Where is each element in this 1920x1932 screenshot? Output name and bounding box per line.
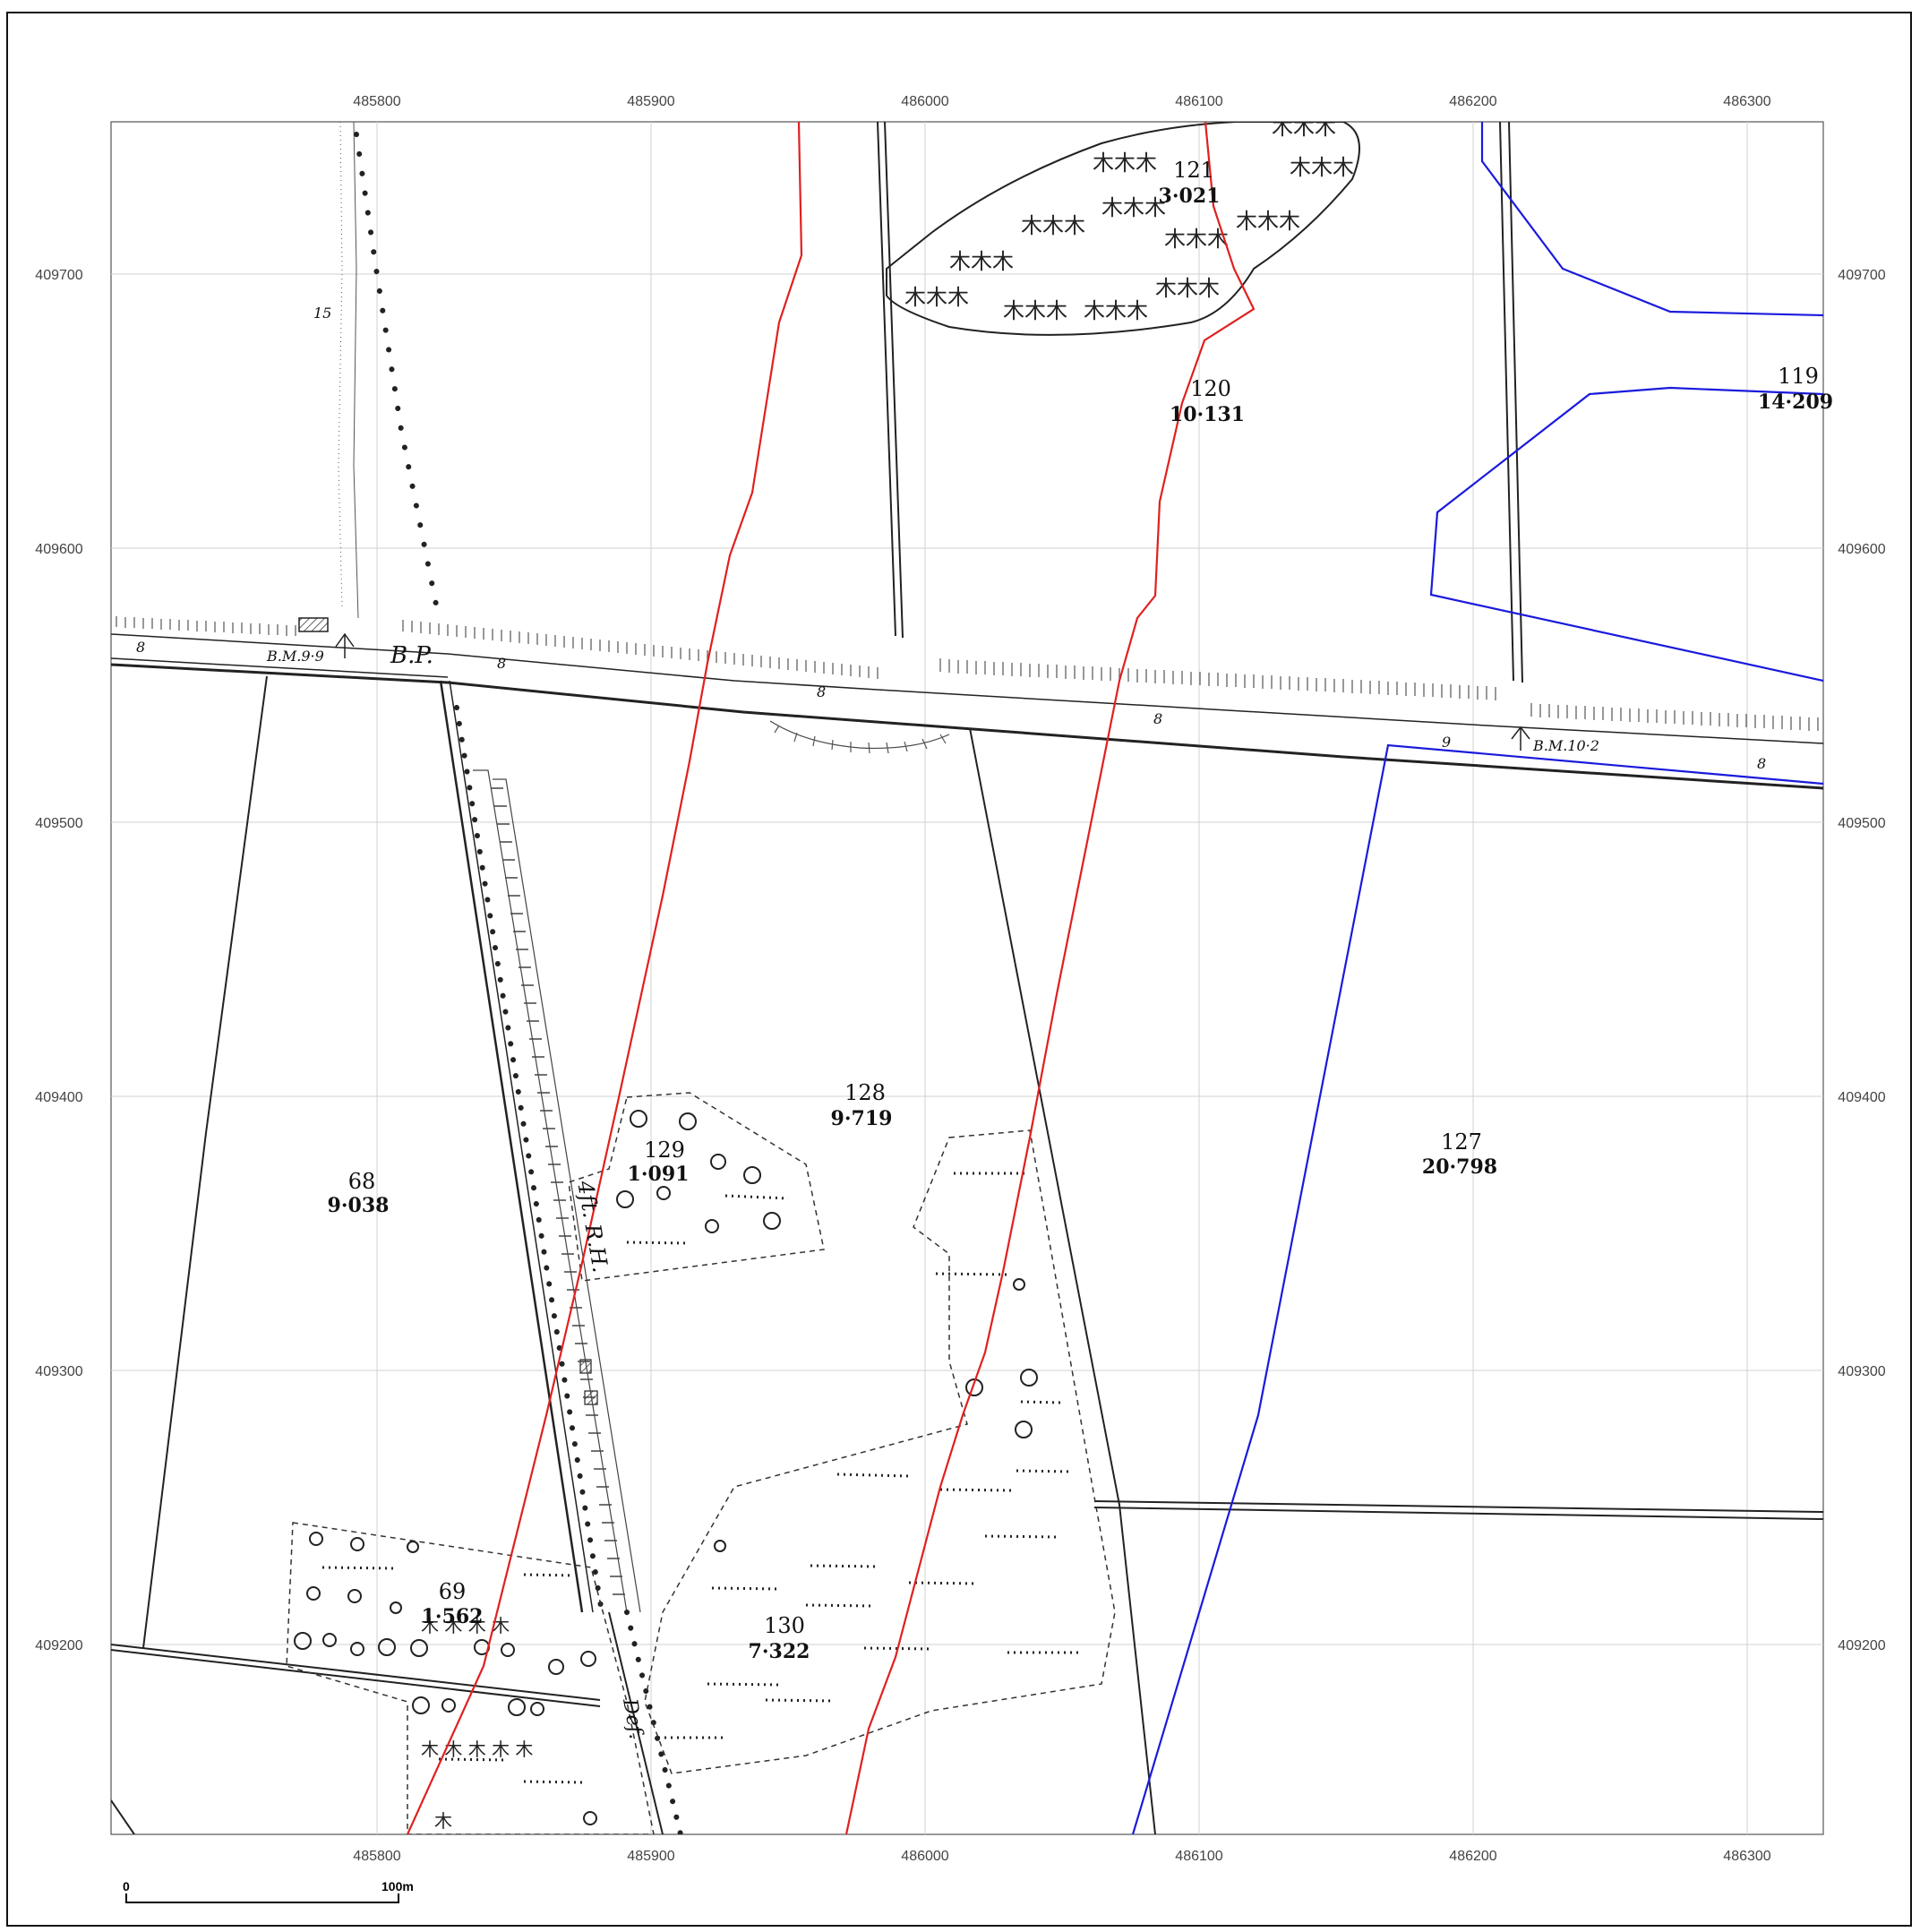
scale-start-label: 0 — [123, 1879, 130, 1893]
svg-text:⽊⽊⽊: ⽊⽊⽊ — [1021, 213, 1085, 238]
boundary-post-label: B.P. — [390, 642, 433, 669]
svg-text:⽊⽊⽊: ⽊⽊⽊ — [1290, 155, 1354, 180]
parcel-area: 7·322 — [749, 1640, 810, 1663]
benchmark-arrows — [335, 632, 1530, 751]
x-tick-label: 485900 — [627, 1849, 674, 1864]
x-tick-label: 485800 — [353, 94, 400, 109]
svg-text:⽊⽊⽊: ⽊⽊⽊ — [1101, 195, 1166, 220]
x-axis-top: 485800 485900 486000 486100 486200 48630… — [353, 94, 1770, 109]
parcel-area: 9·719 — [831, 1107, 893, 1130]
y-tick-label: 409400 — [1838, 1090, 1885, 1105]
parcel-area: 1·091 — [628, 1163, 690, 1186]
parcel-area: 14·209 — [1758, 391, 1833, 414]
benchmark-label: B.M.10·2 — [1532, 737, 1599, 754]
svg-text:⽊⽊⽊: ⽊⽊⽊ — [1003, 298, 1067, 323]
scale-end-label: 100m — [381, 1879, 414, 1893]
x-tick-label: 486100 — [1175, 94, 1222, 109]
y-axis-left: 409700 409600 409500 409400 409300 40920… — [35, 268, 82, 1653]
x-tick-label: 485800 — [353, 1849, 400, 1864]
benchmark-label: B.M.9·9 — [266, 648, 324, 665]
x-tick-label: 486100 — [1175, 1849, 1222, 1864]
x-tick-label: 486300 — [1723, 1849, 1770, 1864]
parcel-number: 120 — [1190, 376, 1231, 401]
svg-text:⽊⽊⽊: ⽊⽊⽊ — [1164, 227, 1229, 252]
x-axis-bottom: 485800 485900 486000 486100 486200 48630… — [353, 1849, 1770, 1864]
y-tick-label: 409700 — [1838, 268, 1885, 283]
x-tick-label: 486000 — [901, 1849, 948, 1864]
svg-text:⽊⽊⽊: ⽊⽊⽊ — [1093, 150, 1157, 176]
x-tick-label: 486200 — [1449, 1849, 1496, 1864]
y-tick-label: 409300 — [1838, 1364, 1885, 1379]
parcel-number: 121 — [1173, 158, 1214, 183]
svg-text:⽊⽊⽊: ⽊⽊⽊ — [904, 285, 969, 310]
parcel-number: 129 — [644, 1138, 685, 1163]
map-features: ⽊⽊⽊ ⽊⽊⽊ ⽊⽊⽊ ⽊⽊⽊ ⽊⽊⽊ ⽊⽊⽊ ⽊⽊⽊ ⽊⽊⽊ ⽊⽊⽊ ⽊⽊⽊ … — [111, 115, 1823, 1834]
y-tick-label: 409200 — [35, 1638, 82, 1653]
spot-height: 9 — [1442, 734, 1451, 751]
svg-text:⽊: ⽊ — [434, 1810, 452, 1832]
red-boundary-lines — [406, 122, 1256, 1834]
parcel-number: 128 — [844, 1080, 886, 1105]
y-tick-label: 409200 — [1838, 1638, 1885, 1653]
spot-height: 8 — [497, 655, 506, 672]
parcel-area: 1·562 — [422, 1605, 484, 1628]
building-hatched — [298, 617, 329, 632]
svg-text:⽊⽊⽊: ⽊⽊⽊ — [1155, 276, 1220, 301]
y-axis-right: 409700 409600 409500 409400 409300 40920… — [1838, 268, 1885, 1653]
south-track — [439, 680, 683, 1834]
x-tick-label: 485900 — [627, 94, 674, 109]
y-tick-label: 409600 — [35, 542, 82, 557]
y-tick-label: 409700 — [35, 268, 82, 283]
grid-lines — [111, 122, 1823, 1834]
parcel-number: 119 — [1778, 364, 1819, 389]
spot-height: 15 — [313, 305, 331, 322]
parcel-area: 9·038 — [328, 1194, 390, 1217]
deciduous-tree-symbols — [294, 1110, 1038, 1825]
parcel-area: 20·798 — [1422, 1155, 1497, 1179]
road-embankment — [116, 616, 1819, 754]
y-tick-label: 409500 — [35, 816, 82, 831]
rough-grass-marks — [321, 1172, 1079, 1784]
parcel-area: 3·021 — [1159, 185, 1221, 208]
spot-height: 8 — [1757, 755, 1766, 772]
woodland-121-outline — [886, 122, 1360, 336]
x-tick-label: 486200 — [1449, 94, 1496, 109]
x-tick-label: 486300 — [1723, 94, 1770, 109]
svg-text:⽊⽊⽊: ⽊⽊⽊ — [1084, 298, 1148, 323]
spot-height: 8 — [136, 639, 145, 656]
main-road — [111, 633, 1823, 790]
x-tick-label: 486000 — [901, 94, 948, 109]
y-tick-label: 409500 — [1838, 816, 1885, 831]
scale-bar-line — [125, 1893, 399, 1903]
blue-boundary-lines — [1131, 122, 1823, 1834]
sheet-frame — [6, 12, 1912, 1927]
svg-text:⽊ ⽊ ⽊ ⽊ ⽊: ⽊ ⽊ ⽊ ⽊ ⽊ — [421, 1739, 533, 1760]
svg-text:⽊⽊⽊: ⽊⽊⽊ — [949, 249, 1014, 274]
y-tick-label: 409400 — [35, 1090, 82, 1105]
svg-text:⽊⽊⽊: ⽊⽊⽊ — [1236, 209, 1300, 234]
y-tick-label: 409300 — [35, 1364, 82, 1379]
scale-bar: 0 100m — [123, 1879, 414, 1903]
y-tick-label: 409600 — [1838, 542, 1885, 557]
spot-height: 8 — [1153, 710, 1162, 727]
parcel-number: 69 — [439, 1579, 467, 1604]
parcel-number: 68 — [348, 1169, 376, 1194]
svg-text:⽊⽊⽊: ⽊⽊⽊ — [1272, 115, 1336, 140]
parcel-labels: 121 3·021 120 10·131 119 14·209 128 9·71… — [328, 158, 1834, 1663]
field-boundaries — [111, 122, 1823, 1834]
map-frame — [110, 121, 1824, 1835]
parcel-area: 10·131 — [1170, 403, 1245, 426]
parcel-number: 127 — [1441, 1129, 1482, 1155]
north-footpath — [338, 122, 440, 619]
parcel-number: 130 — [764, 1613, 805, 1638]
conifer-symbols: ⽊⽊⽊ ⽊⽊⽊ ⽊⽊⽊ ⽊⽊⽊ ⽊⽊⽊ ⽊⽊⽊ ⽊⽊⽊ ⽊⽊⽊ ⽊⽊⽊ ⽊⽊⽊ … — [904, 115, 1354, 323]
spot-height: 8 — [817, 683, 826, 700]
